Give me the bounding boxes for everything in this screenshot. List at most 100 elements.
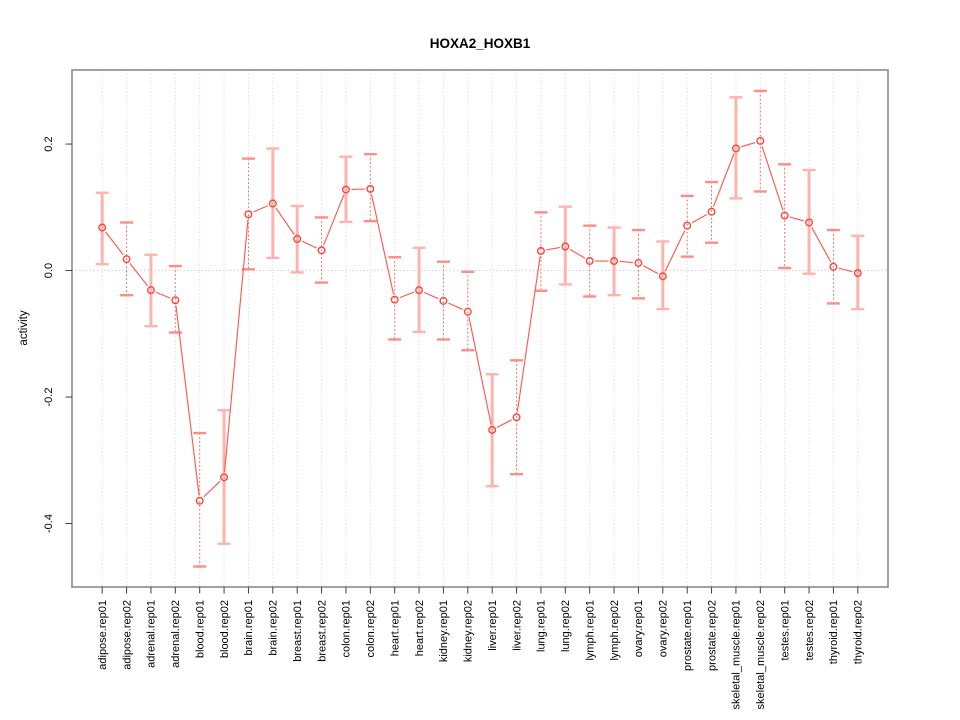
series-segment — [448, 302, 464, 310]
data-point-marker — [805, 218, 814, 227]
data-point-marker — [366, 184, 375, 193]
x-tick-label: heart.rep01 — [389, 600, 401, 656]
series-segment — [468, 316, 492, 425]
data-point-marker — [195, 496, 204, 505]
data-point-marker — [146, 286, 155, 295]
series-segment — [301, 240, 317, 249]
series-segment — [275, 207, 295, 235]
series-segment — [569, 248, 586, 259]
series-segment — [642, 265, 659, 275]
series-segment — [516, 256, 541, 412]
series-segment — [399, 291, 415, 299]
data-point-marker — [585, 257, 594, 266]
data-point-marker — [268, 199, 277, 208]
x-tick-label: colon.rep01 — [341, 600, 353, 658]
data-point-marker — [293, 234, 302, 243]
x-tick-label: kidney.rep01 — [438, 600, 450, 662]
data-point-markers — [98, 136, 862, 505]
data-point-marker — [220, 473, 229, 482]
x-tick-label: testes.rep02 — [804, 600, 816, 661]
x-tick-label: breast.rep01 — [292, 600, 304, 662]
series-segment — [619, 260, 633, 264]
x-tick-label: skeletal_muscle.rep01 — [731, 600, 743, 709]
gridlines — [72, 70, 888, 587]
chart-title: HOXA2_HOXB1 — [430, 36, 531, 51]
data-point-marker — [341, 185, 350, 194]
data-point-marker — [171, 296, 180, 305]
x-tick-label: breast.rep02 — [316, 600, 328, 662]
series-segment — [838, 267, 853, 273]
x-axis-tick-labels: adipose.rep01 adipose.rep02 adrenal.rep01 a… — [97, 600, 865, 709]
series-segment — [105, 231, 124, 256]
series-segment — [224, 219, 249, 472]
x-tick-label: lymph.rep01 — [584, 600, 596, 661]
plot-frame — [71, 69, 889, 588]
x-tick-label: brain.rep02 — [268, 600, 280, 656]
series-segment — [323, 194, 345, 246]
data-point-marker — [756, 136, 765, 145]
data-point-marker — [122, 255, 131, 264]
data-point-marker — [244, 210, 253, 219]
y-tick-label: -0.4 — [43, 514, 55, 533]
x-tick-label: liver.rep01 — [487, 600, 499, 651]
data-point-marker — [634, 258, 643, 267]
y-axis-tick-labels: 0.2 0.0 -0.2 -0.4 — [43, 136, 55, 533]
series-segment — [741, 141, 756, 148]
x-tick-label: prostate.rep01 — [682, 600, 694, 671]
x-tick-label: ovary.rep01 — [633, 600, 645, 657]
x-tick-label: blood.rep01 — [194, 600, 206, 658]
series-segment — [712, 153, 735, 207]
x-tick-label: adipose.rep01 — [97, 600, 109, 670]
series-segment — [253, 205, 269, 213]
series-segment — [155, 291, 171, 299]
data-point-marker — [536, 246, 545, 255]
y-axis-label: activity — [18, 310, 30, 345]
series-segment — [203, 480, 221, 498]
data-point-marker — [98, 223, 107, 232]
data-point-marker — [707, 207, 716, 216]
series-segment — [664, 230, 686, 272]
x-tick-label: lung.rep01 — [536, 600, 548, 652]
x-tick-label: brain.rep01 — [243, 600, 255, 656]
x-axis-ticks — [101, 587, 859, 594]
x-tick-label: thyroid.rep02 — [853, 600, 865, 664]
y-tick-label: -0.2 — [43, 388, 55, 407]
x-tick-label: lung.rep02 — [560, 600, 572, 652]
x-tick-label: colon.rep02 — [365, 600, 377, 658]
data-point-marker — [415, 286, 424, 295]
data-point-marker — [317, 246, 326, 255]
data-point-marker — [610, 257, 619, 266]
x-tick-label: blood.rep02 — [219, 600, 231, 658]
x-tick-label: testes.rep01 — [779, 600, 791, 661]
series-line-segments — [105, 141, 853, 498]
series-segment — [691, 213, 708, 224]
x-tick-label: adrenal.rep02 — [170, 600, 182, 668]
data-point-marker — [853, 269, 862, 278]
series-segment — [811, 227, 832, 263]
data-point-marker — [731, 144, 740, 153]
data-point-marker — [829, 262, 838, 271]
x-tick-label: adrenal.rep01 — [146, 600, 158, 668]
y-tick-label: 0.2 — [43, 136, 55, 151]
data-point-marker — [390, 295, 399, 304]
x-tick-label: ovary.rep02 — [658, 600, 670, 657]
series-segment — [423, 291, 439, 300]
y-tick-label: 0.0 — [43, 263, 55, 278]
x-tick-label: prostate.rep02 — [706, 600, 718, 671]
x-tick-label: thyroid.rep01 — [828, 600, 840, 664]
y-axis-ticks — [65, 143, 72, 525]
x-tick-label: adipose.rep02 — [121, 600, 133, 670]
x-tick-label: skeletal_muscle.rep02 — [755, 600, 767, 709]
data-point-marker — [463, 307, 472, 316]
series-segment — [496, 419, 512, 428]
series-segment — [370, 194, 395, 295]
x-tick-label: lymph.rep02 — [609, 600, 621, 661]
series-segment — [129, 263, 149, 287]
data-point-marker — [488, 425, 497, 434]
series-segment — [175, 305, 200, 496]
x-tick-label: liver.rep02 — [511, 600, 523, 651]
series-segment — [546, 246, 561, 251]
data-point-marker — [683, 221, 692, 230]
